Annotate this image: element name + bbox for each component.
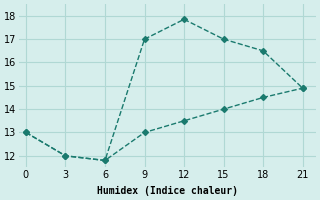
X-axis label: Humidex (Indice chaleur): Humidex (Indice chaleur) [97,186,238,196]
